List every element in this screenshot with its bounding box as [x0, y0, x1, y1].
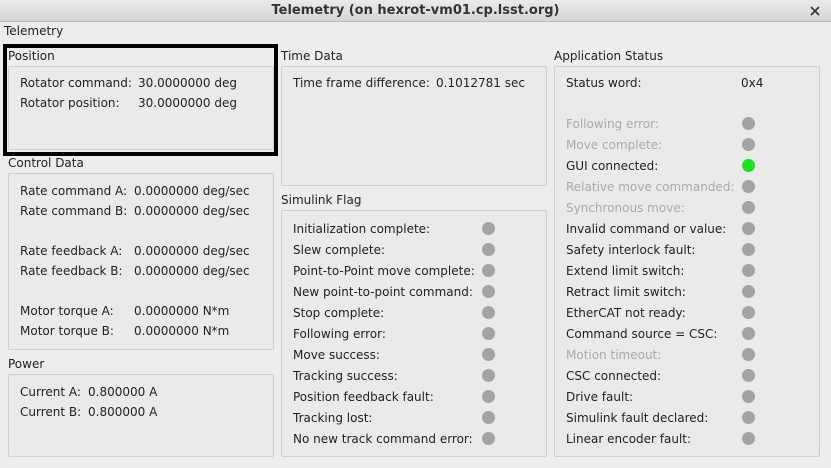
title-bar: Telemetry (on hexrot-vm01.cp.lsst.org) — [0, 0, 831, 22]
field-label: Rotator position: — [20, 96, 120, 110]
field-label: Time frame difference: — [293, 76, 430, 90]
flag-label: Point-to-Point move complete: — [293, 264, 475, 278]
status-light — [482, 243, 495, 256]
status-light — [742, 159, 755, 172]
group-box — [8, 66, 274, 150]
field-value: 0.0000000 N*m — [134, 324, 230, 338]
flag-label: Move complete: — [566, 138, 663, 152]
group-title: Application Status — [554, 49, 664, 63]
field-value: 0.0000000 deg/sec — [134, 264, 250, 278]
field-value: 0x4 — [741, 76, 764, 90]
status-light — [742, 390, 755, 403]
status-light — [482, 411, 495, 424]
status-light — [482, 306, 495, 319]
flag-label: No new track command error: — [293, 432, 473, 446]
field-value: 0.800000 A — [88, 385, 158, 399]
status-light — [742, 138, 755, 151]
close-button[interactable] — [809, 5, 821, 17]
flag-label: Synchronous move: — [566, 201, 685, 215]
window-title: Telemetry (on hexrot-vm01.cp.lsst.org) — [271, 3, 560, 18]
group-box — [8, 173, 274, 350]
flag-label: CSC connected: — [566, 369, 662, 383]
status-light — [482, 432, 495, 445]
status-light — [742, 369, 755, 382]
field-label: Motor torque A: — [20, 304, 114, 318]
flag-label: Extend limit switch: — [566, 264, 685, 278]
field-value: 0.0000000 N*m — [134, 304, 230, 318]
flag-label: Relative move commanded: — [566, 180, 735, 194]
flag-label: Move success: — [293, 348, 380, 362]
status-light — [742, 348, 755, 361]
field-label: Rate command B: — [20, 204, 128, 218]
group-title: Control Data — [8, 156, 84, 170]
flag-label: Stop complete: — [293, 306, 385, 320]
status-light — [742, 432, 755, 445]
group-box — [281, 210, 547, 457]
flag-label: Tracking lost: — [293, 411, 373, 425]
status-light — [742, 285, 755, 298]
group-box — [554, 66, 820, 457]
status-light — [482, 348, 495, 361]
flag-label: GUI connected: — [566, 159, 659, 173]
focus-frame — [3, 44, 278, 156]
field-value: 0.0000000 deg/sec — [134, 244, 250, 258]
flag-label: Invalid command or value: — [566, 222, 727, 236]
status-light — [742, 327, 755, 340]
group-title: Position — [8, 49, 55, 63]
status-light — [742, 411, 755, 424]
status-light — [742, 180, 755, 193]
field-label: Status word: — [566, 76, 642, 90]
tab-label[interactable]: Telemetry — [4, 24, 64, 38]
flag-label: Retract limit switch: — [566, 285, 686, 299]
field-value: 0.800000 A — [88, 405, 158, 419]
group-title: Power — [8, 357, 45, 371]
field-value: 0.0000000 deg/sec — [134, 184, 250, 198]
field-label: Current B: — [20, 405, 82, 419]
flag-label: Initialization complete: — [293, 222, 431, 236]
field-value: 0.0000000 deg/sec — [134, 204, 250, 218]
flag-label: EtherCAT not ready: — [566, 306, 686, 320]
flag-label: Safety interlock fault: — [566, 243, 696, 257]
flag-label: Motion timeout: — [566, 348, 662, 362]
flag-label: New point-to-point command: — [293, 285, 473, 299]
field-label: Rotator command: — [20, 76, 132, 90]
field-label: Rate feedback A: — [20, 244, 123, 258]
status-light — [482, 285, 495, 298]
status-light — [482, 369, 495, 382]
field-value: 30.0000000 deg — [138, 96, 237, 110]
status-light — [742, 264, 755, 277]
status-light — [742, 243, 755, 256]
status-light — [742, 306, 755, 319]
group-box — [281, 66, 547, 186]
flag-label: Tracking success: — [293, 369, 398, 383]
status-light — [482, 222, 495, 235]
field-label: Rate feedback B: — [20, 264, 123, 278]
status-light — [742, 201, 755, 214]
flag-label: Following error: — [293, 327, 386, 341]
field-label: Current A: — [20, 385, 81, 399]
group-title: Time Data — [281, 49, 343, 63]
flag-label: Command source = CSC: — [566, 327, 718, 341]
field-label: Rate command A: — [20, 184, 128, 198]
flag-label: Following error: — [566, 117, 659, 131]
flag-label: Drive fault: — [566, 390, 634, 404]
flag-label: Position feedback fault: — [293, 390, 434, 404]
status-light — [482, 327, 495, 340]
status-light — [482, 264, 495, 277]
field-value: 30.0000000 deg — [138, 76, 237, 90]
flag-label: Linear encoder fault: — [566, 432, 692, 446]
flag-label: Simulink fault declared: — [566, 411, 709, 425]
status-light — [742, 222, 755, 235]
flag-label: Slew complete: — [293, 243, 386, 257]
field-label: Motor torque B: — [20, 324, 114, 338]
status-light — [742, 117, 755, 130]
group-box — [8, 374, 274, 457]
field-value: 0.1012781 sec — [436, 76, 525, 90]
group-title: Simulink Flag — [281, 193, 362, 207]
status-light — [482, 390, 495, 403]
